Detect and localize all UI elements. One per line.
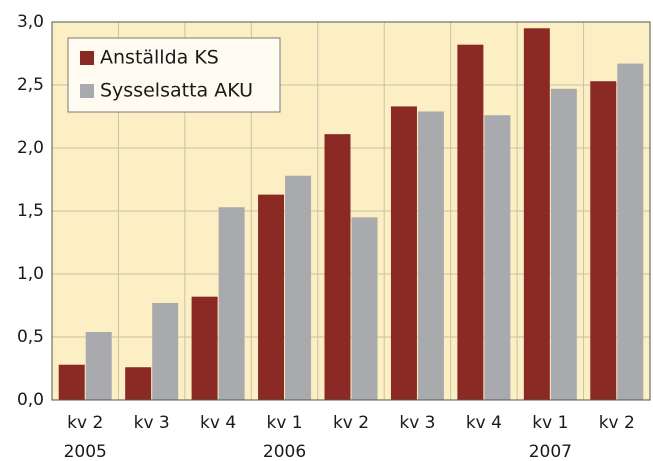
bar bbox=[285, 175, 312, 400]
x-group-label: 2005 bbox=[64, 442, 107, 461]
y-tick-label: 2,5 bbox=[17, 75, 44, 95]
bar bbox=[550, 88, 577, 400]
bar bbox=[191, 296, 218, 400]
bar bbox=[125, 367, 152, 400]
bar bbox=[590, 81, 617, 400]
y-tick-label: 1,5 bbox=[17, 201, 44, 221]
bar bbox=[324, 134, 351, 400]
x-tick-label: kv 4 bbox=[200, 413, 236, 433]
bar bbox=[484, 115, 511, 401]
x-group-label: 2006 bbox=[263, 442, 306, 461]
bar bbox=[617, 63, 644, 401]
bar bbox=[85, 331, 112, 400]
y-tick-label: 0,0 bbox=[17, 390, 44, 410]
bar bbox=[258, 194, 285, 400]
legend-swatch bbox=[80, 84, 94, 98]
x-tick-label: kv 1 bbox=[266, 413, 302, 433]
bar bbox=[351, 217, 378, 400]
bar bbox=[152, 302, 179, 400]
legend-box bbox=[67, 37, 281, 113]
y-tick-label: 2,0 bbox=[17, 138, 44, 158]
x-tick-label: kv 4 bbox=[466, 413, 502, 433]
legend-label: Sysselsatta AKU bbox=[100, 80, 253, 102]
legend-label: Anställda KS bbox=[100, 47, 219, 69]
bar bbox=[58, 364, 85, 400]
bar bbox=[457, 44, 484, 401]
y-tick-label: 3,0 bbox=[17, 12, 44, 32]
x-group-label: 2007 bbox=[529, 442, 572, 461]
plot-border bbox=[51, 21, 651, 401]
x-tick-label: kv 3 bbox=[134, 413, 170, 433]
x-tick-label: kv 2 bbox=[67, 413, 103, 433]
bar bbox=[417, 111, 444, 401]
x-tick-label: kv 2 bbox=[599, 413, 635, 433]
y-tick-label: 1,0 bbox=[17, 264, 44, 284]
x-tick-label: kv 3 bbox=[399, 413, 435, 433]
legend-swatch bbox=[80, 51, 94, 65]
x-tick-label: kv 1 bbox=[532, 413, 568, 433]
y-tick-label: 0,5 bbox=[17, 327, 44, 347]
bar bbox=[523, 28, 550, 401]
x-tick-label: kv 2 bbox=[333, 413, 369, 433]
bar bbox=[390, 106, 417, 401]
bar bbox=[218, 207, 245, 400]
